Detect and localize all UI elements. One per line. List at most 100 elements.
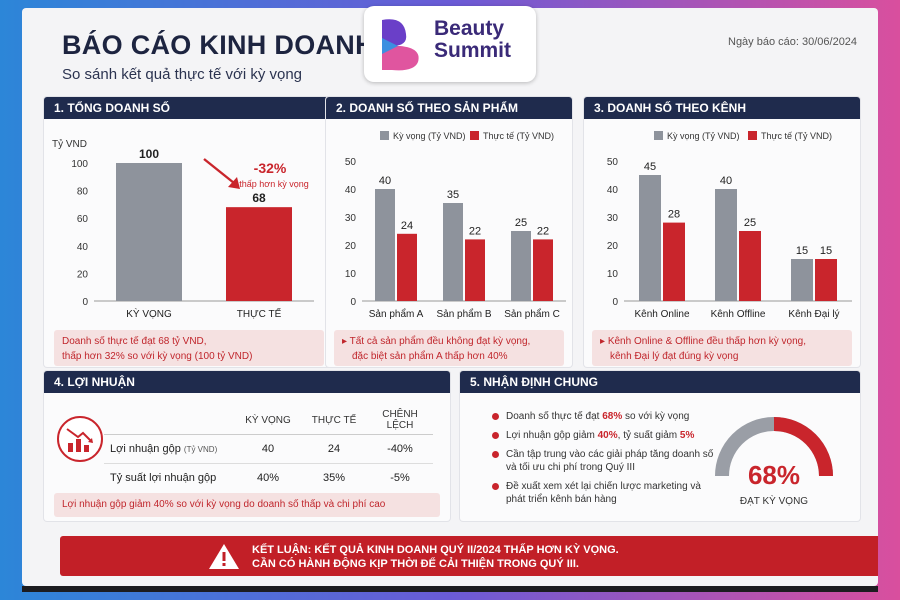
channel-sales-bar bbox=[639, 175, 661, 301]
assess-1b: 68% bbox=[602, 411, 623, 422]
channel-sales-note-line1-text: Kênh Online & Offline đều thấp hơn kỳ vọ… bbox=[607, 336, 806, 347]
total-sales-ytick: 100 bbox=[71, 159, 88, 170]
channel-sales-ytick: 50 bbox=[607, 157, 619, 168]
table-row: Lợi nhuận gộp (Tỷ VND) 40 24 -40% bbox=[104, 434, 433, 464]
product-sales-chart: 0 10 20 30 40 50 40 24 Sản phẩm A 35 22 Sản phẩm B 2… bbox=[345, 131, 566, 320]
panel-channel-sales: 3. DOANH SỐ THEO KÊNH 0 10 20 30 40 50 45 28 Kên… bbox=[584, 97, 860, 367]
list-item: Doanh số thực tế đạt 68% so với kỳ vọng bbox=[492, 410, 720, 423]
total-sales-xtick: THỰC TẾ bbox=[237, 307, 282, 320]
gauge-label: ĐẠT KỲ VỌNG bbox=[740, 494, 808, 507]
total-sales-note: Doanh số thực tế đạt 68 tỷ VND, thấp hơn… bbox=[54, 330, 324, 366]
channel-sales-note-line2: kênh Đại lý đạt đúng kỳ vọng bbox=[610, 351, 739, 362]
channel-sales-note-line1: ▸ Kênh Online & Offline đều thấp hơn kỳ … bbox=[600, 336, 806, 347]
product-sales-bar bbox=[465, 239, 485, 301]
channel-sales-bar bbox=[791, 259, 813, 301]
product-sales-note-line1: ▸ Tất cả sản phẩm đều không đạt kỳ vọng, bbox=[342, 336, 531, 347]
channel-sales-ytick: 40 bbox=[607, 185, 619, 196]
product-sales-legend-swatch bbox=[470, 131, 479, 140]
product-sales-bar bbox=[443, 203, 463, 301]
gauge-value: 68% bbox=[748, 460, 800, 490]
page-subtitle: So sánh kết quả thực tế với kỳ vọng bbox=[62, 66, 303, 83]
total-sales-ytick: 0 bbox=[82, 297, 88, 308]
margin-row-expected: 40% bbox=[235, 463, 301, 492]
panel-total-sales-heading: 1. TỔNG DOANH SỐ bbox=[44, 97, 334, 119]
assessment-list: Doanh số thực tế đạt 68% so với kỳ vọng … bbox=[492, 410, 720, 512]
assess-2c: , tỷ suất giảm bbox=[617, 430, 680, 441]
channel-sales-chart: 0 10 20 30 40 50 45 28 Kênh Online 40 25 Kênh Offli… bbox=[607, 131, 852, 320]
panel-profit-heading: 4. LỢI NHUẬN bbox=[44, 371, 450, 393]
product-sales-ytick: 20 bbox=[345, 241, 357, 252]
total-sales-xtick: KỲ VỌNG bbox=[126, 307, 172, 320]
product-sales-data-label: 40 bbox=[379, 175, 391, 187]
table-row: Tỷ suất lợi nhuận gộp 40% 35% -5% bbox=[104, 463, 433, 492]
assess-1a: Doanh số thực tế đạt bbox=[506, 411, 603, 422]
product-sales-bar bbox=[533, 239, 553, 301]
total-sales-ytick: 80 bbox=[77, 187, 89, 198]
total-sales-data-label: 68 bbox=[252, 191, 266, 205]
brand-logo-line2: Summit bbox=[434, 39, 512, 62]
product-sales-bar bbox=[397, 233, 417, 301]
product-sales-note-line2: đặc biệt sản phẩm A thấp hơn 40% bbox=[352, 351, 508, 362]
assess-2b: 40% bbox=[597, 430, 618, 441]
assess-2d: 5% bbox=[679, 430, 695, 441]
product-sales-legend-swatch bbox=[380, 131, 389, 140]
product-sales-data-label: 25 bbox=[515, 217, 527, 229]
profit-col-diff: CHÊNH LỆCH bbox=[367, 406, 433, 435]
channel-sales-legend-label: Thực tế (Tỷ VND) bbox=[761, 131, 832, 141]
warning-icon bbox=[209, 544, 239, 569]
channel-sales-bar bbox=[739, 231, 761, 301]
margin-row-diff: -5% bbox=[367, 463, 433, 492]
product-sales-ytick: 0 bbox=[350, 297, 356, 308]
product-sales-data-label: 35 bbox=[447, 189, 459, 201]
product-sales-data-label: 24 bbox=[401, 220, 413, 232]
profit-row-label: Lợi nhuận gộp (Tỷ VND) bbox=[104, 434, 235, 464]
profit-row-unit: (Tỷ VND) bbox=[183, 445, 218, 454]
logo-mark-icon bbox=[382, 19, 419, 71]
channel-sales-xtick: Kênh Offline bbox=[711, 309, 766, 320]
conclusion-text: Kết luận: Kết quả kinh doanh Quý II/2024… bbox=[252, 543, 619, 571]
product-sales-xtick: Sản phẩm C bbox=[504, 308, 560, 320]
product-sales-bar bbox=[375, 189, 395, 301]
total-sales-bar bbox=[226, 207, 292, 301]
channel-sales-legend-swatch bbox=[654, 131, 663, 140]
profit-col-actual: THỰC TẾ bbox=[301, 406, 367, 435]
channel-sales-data-label: 15 bbox=[796, 245, 808, 257]
product-sales-data-label: 22 bbox=[537, 225, 549, 237]
gauge: 68% ĐẠT KỲ VỌNG bbox=[715, 417, 833, 507]
list-item: Cần tập trung vào các giải pháp tăng doa… bbox=[492, 448, 720, 474]
panel-product-sales: 2. DOANH SỐ THEO SẢN PHẨM 0 10 20 30 40 50 40 2… bbox=[326, 97, 572, 367]
list-item: Lợi nhuận gộp giảm 40%, tỷ suất giảm 5% bbox=[492, 429, 720, 442]
channel-sales-xtick: Kênh Online bbox=[634, 309, 689, 320]
assess-1c: so với kỳ vọng bbox=[622, 411, 690, 422]
panel-total-sales: 1. TỔNG DOANH SỐ Tỷ VND -32% thấp hơn kỳ… bbox=[44, 97, 334, 367]
profit-col-blank bbox=[104, 406, 235, 435]
product-sales-legend-label: Kỳ vọng (Tỷ VND) bbox=[393, 131, 466, 141]
down-arrow-head-icon bbox=[228, 177, 240, 189]
change-label: -32% bbox=[254, 160, 287, 176]
product-sales-note: ▸ Tất cả sản phẩm đều không đạt kỳ vọng,… bbox=[334, 330, 564, 366]
channel-sales-data-label: 28 bbox=[668, 209, 680, 221]
monitor-bezel bbox=[22, 586, 878, 592]
channel-sales-note: ▸ Kênh Online & Offline đều thấp hơn kỳ … bbox=[592, 330, 852, 366]
channel-sales-data-label: 25 bbox=[744, 217, 756, 229]
panel-assessment: 5. NHẬN ĐỊNH CHUNG bbox=[460, 371, 860, 521]
channel-sales-ytick: 20 bbox=[607, 241, 619, 252]
profit-table-header: KỲ VỌNG THỰC TẾ CHÊNH LỆCH bbox=[104, 406, 433, 435]
total-sales-ytick: 60 bbox=[77, 214, 89, 225]
conclusion-banner: Kết luận: Kết quả kinh doanh Quý II/2024… bbox=[60, 536, 878, 576]
channel-sales-ytick: 30 bbox=[607, 213, 619, 224]
channel-sales-data-label: 45 bbox=[644, 161, 656, 173]
brand-logo-line1: Beauty bbox=[434, 17, 505, 40]
product-sales-ytick: 50 bbox=[345, 157, 357, 168]
conclusion-line1: Kết luận: Kết quả kinh doanh Quý II/2024… bbox=[252, 544, 619, 556]
total-sales-ylabel: Tỷ VND bbox=[52, 138, 87, 150]
margin-row-label: Tỷ suất lợi nhuận gộp bbox=[104, 463, 235, 492]
total-sales-data-label: 100 bbox=[139, 147, 159, 161]
margin-row-actual: 35% bbox=[301, 463, 367, 492]
profit-row-expected: 40 bbox=[235, 434, 301, 464]
channel-sales-bar bbox=[815, 259, 837, 301]
list-item: Đề xuất xem xét lại chiến lược marketing… bbox=[492, 480, 720, 506]
panel-assessment-heading: 5. NHẬN ĐỊNH CHUNG bbox=[460, 371, 860, 393]
product-sales-xtick: Sản phẩm B bbox=[436, 308, 491, 320]
product-sales-ytick: 40 bbox=[345, 185, 357, 196]
